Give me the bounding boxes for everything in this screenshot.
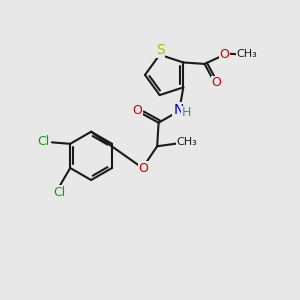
Text: H: H: [182, 106, 191, 119]
Text: S: S: [156, 43, 165, 57]
Text: Cl: Cl: [53, 186, 65, 199]
Text: O: O: [219, 48, 229, 61]
Text: O: O: [212, 76, 221, 89]
Text: CH₃: CH₃: [176, 137, 197, 147]
Text: O: O: [138, 162, 148, 175]
Text: O: O: [132, 104, 142, 117]
Text: Cl: Cl: [38, 135, 50, 148]
Text: N: N: [173, 103, 184, 117]
Text: CH₃: CH₃: [237, 49, 258, 59]
